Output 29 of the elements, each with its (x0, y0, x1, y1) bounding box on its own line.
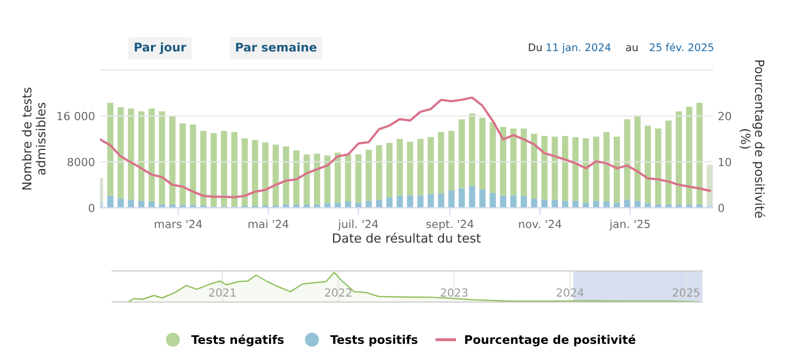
text: Par jour (134, 42, 186, 54)
x-tick-label: juil. '24 (338, 220, 378, 230)
x-tick-label: jan. '25 (609, 220, 650, 230)
x-tick-label: mai '24 (248, 220, 288, 228)
text: Par semaine (236, 42, 316, 52)
y-tick-label: 8000 (68, 158, 94, 166)
y-tick-label: 16 000 (57, 112, 94, 120)
y-axis-title: Nombre de tests admissibles (22, 88, 46, 190)
text: Du (528, 43, 542, 52)
text: au (626, 45, 638, 52)
y2-tick-label: 20 (718, 112, 732, 120)
text: 25 fév. 2025 (650, 42, 714, 52)
x-tick-label: 2025 (672, 288, 700, 297)
y2-tick-label: 0 (718, 204, 724, 212)
x-tick-label: sept. '24 (426, 220, 474, 230)
x-tick-label: 2024 (556, 288, 584, 297)
legend-label: Tests positifs (330, 334, 418, 346)
y-tick-label: 0 (88, 204, 94, 212)
y2-axis-title: Pourcentage de positivité (%) (739, 60, 766, 218)
x-axis-title: Date de résultat du test (333, 232, 481, 243)
x-tick-label: 2021 (209, 288, 236, 297)
y2-tick-label: 10 (718, 158, 732, 166)
text: 11 jan. 2024 (546, 43, 611, 54)
x-tick-label: 2023 (440, 288, 468, 297)
x-tick-label: nov. '24 (519, 220, 562, 228)
x-tick-label: mars '24 (154, 220, 202, 228)
x-tick-label: 2022 (324, 288, 352, 297)
legend-label: Tests négatifs (191, 334, 284, 346)
legend-label: Pourcentage de positivité (465, 334, 636, 346)
